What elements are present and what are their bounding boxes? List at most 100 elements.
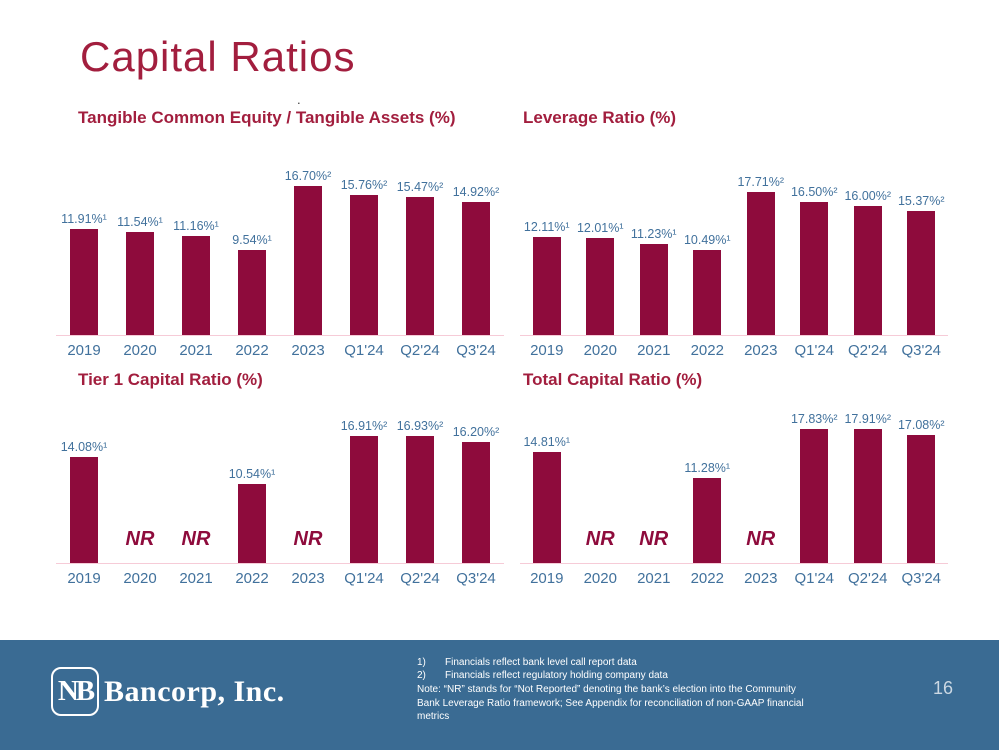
chart-tier1-capital-ratio: Tier 1 Capital Ratio (%) 14.08%¹ NR NR 10.5…	[56, 370, 504, 587]
x-axis-label: 2022	[690, 570, 724, 587]
bar-column: 17.91%²	[841, 412, 895, 563]
bar	[182, 235, 210, 335]
bar-column: 10.54%¹	[224, 467, 280, 563]
nr-label: NR	[585, 528, 615, 550]
bar	[294, 186, 322, 335]
x-axis-label: 2022	[235, 342, 269, 359]
bar	[126, 232, 154, 335]
bar-value-label: 14.08%¹	[60, 440, 108, 455]
bar-value-label: 11.23%¹	[630, 227, 677, 242]
bar-column: NR	[627, 528, 681, 563]
bar-column: NR	[574, 528, 628, 563]
chart-leverage-ratio: Leverage Ratio (%) 12.11%¹ 12.01%¹ 11.23%¹…	[520, 108, 948, 359]
bar-column: 15.76%²	[336, 178, 392, 335]
bar-value-label: 11.28%¹	[684, 461, 731, 476]
page-title: Capital Ratios	[80, 33, 356, 80]
bar-column: 17.71%²	[734, 175, 788, 335]
bar	[70, 229, 98, 335]
bar	[532, 237, 561, 335]
bar	[800, 429, 829, 563]
bar	[693, 478, 722, 563]
bar	[907, 210, 936, 335]
x-axis-label: 2019	[530, 342, 564, 359]
x-axis-label: Q3'24	[901, 570, 942, 587]
bar-column: 16.91%²	[336, 419, 392, 563]
x-axis-label: 2023	[291, 342, 325, 359]
bar-column: 16.70%²	[280, 169, 336, 335]
x-axis-label: 2023	[744, 570, 778, 587]
bar-column: 16.00%²	[841, 189, 895, 335]
bar-value-label: 10.54%¹	[228, 467, 276, 481]
bar-value-label: 12.11%¹	[523, 220, 570, 235]
nb-bancorp-logo: NB Bancorp, Inc.	[51, 667, 285, 716]
bar	[639, 244, 668, 335]
bar	[238, 250, 266, 335]
chart-tangible-common-equity: Tangible Common Equity / Tangible Assets…	[56, 108, 504, 359]
chart-title: Total Capital Ratio (%)	[523, 370, 703, 389]
bar-column: 11.28%¹	[681, 461, 735, 563]
bar-column: 11.91%¹	[56, 212, 112, 335]
bar	[586, 238, 615, 335]
plot-area: 14.81%¹ NR NR 11.28%¹ NR 17.83%² 17.91%² 17.08%…	[520, 398, 948, 564]
bar-column: NR	[734, 528, 788, 563]
x-axis-label: Q1'24	[344, 570, 384, 587]
bar-column: 14.92%²	[448, 185, 504, 335]
x-axis-label: Q3'24	[456, 570, 496, 587]
bar-column: 14.81%¹	[520, 435, 574, 563]
x-axis-label: Q3'24	[456, 342, 496, 359]
x-axis-label: 2023	[744, 342, 778, 359]
footnotes: 1) Financials reflect bank level call re…	[417, 656, 809, 723]
bar-column: 12.01%¹	[574, 221, 628, 335]
bar-value-label: 16.20%²	[452, 424, 500, 439]
bar-value-label: 16.50%²	[790, 184, 838, 199]
bar	[70, 457, 98, 563]
footer-band: NB Bancorp, Inc. 1) Financials reflect b…	[0, 640, 999, 750]
footnote-1: 1) Financials reflect bank level call re…	[417, 657, 637, 668]
bar-column: 16.20%²	[448, 424, 504, 563]
x-axis-label: Q1'24	[794, 342, 835, 359]
bar	[853, 205, 882, 335]
bar-value-label: 12.01%¹	[576, 221, 624, 235]
nr-label: NR	[181, 528, 211, 550]
bar-value-label: 16.70%²	[284, 169, 332, 184]
x-axis: 2019 2020 2021 2022 2023 Q1'24 Q2'24 Q3'24	[56, 342, 504, 359]
bar-column: 16.50%²	[788, 185, 842, 335]
x-axis-label: Q1'24	[794, 570, 835, 587]
bar-value-label: 15.47%²	[396, 180, 444, 195]
bar-value-label: 16.93%²	[396, 419, 444, 433]
x-axis-label: Q2'24	[847, 342, 888, 359]
x-axis-label: 2020	[123, 570, 157, 587]
bar-value-label: 17.91%²	[844, 411, 892, 426]
x-axis: 2019 2020 2021 2022 2023 Q1'24 Q2'24 Q3'24	[520, 342, 948, 359]
bar-value-label: 17.71%²	[737, 174, 785, 189]
chart-title: Tangible Common Equity / Tangible Assets…	[78, 108, 456, 127]
x-axis-label: 2021	[179, 342, 213, 359]
stray-dot: .	[297, 92, 301, 107]
bar-column: 15.37%²	[895, 194, 949, 335]
bar-column: 14.08%¹	[56, 440, 112, 563]
x-axis-label: Q2'24	[400, 342, 440, 359]
x-axis-label: 2019	[67, 342, 101, 359]
bar-value-label: 17.83%²	[790, 412, 838, 427]
chart-total-capital-ratio: Total Capital Ratio (%) 14.81%¹ NR NR 11.28…	[520, 370, 948, 587]
plot-area: 12.11%¹ 12.01%¹ 11.23%¹ 10.49%¹ 17.71%² 16.50…	[520, 136, 948, 336]
x-axis-label: Q3'24	[901, 342, 942, 359]
bar-value-label: 14.92%²	[452, 185, 500, 200]
bar-column: 17.08%²	[895, 418, 949, 563]
x-axis-label: Q1'24	[344, 342, 384, 359]
bar-value-label: 15.37%²	[897, 193, 945, 208]
bar	[406, 436, 434, 563]
bar	[693, 250, 722, 335]
x-axis-label: 2022	[235, 570, 269, 587]
nr-label: NR	[639, 528, 669, 550]
bar-column: 11.54%¹	[112, 215, 168, 335]
chart-title: Tier 1 Capital Ratio (%)	[78, 370, 263, 389]
bar	[462, 202, 490, 335]
footnote-note: Note: “NR” stands for “Not Reported” den…	[417, 684, 804, 722]
plot-area: 11.91%¹ 11.54%¹ 11.16%¹ 9.54%¹ 16.70%² 15.76%…	[56, 136, 504, 336]
bar-value-label: 10.49%¹	[683, 233, 731, 248]
bar	[238, 484, 266, 563]
x-axis-label: 2020	[123, 342, 157, 359]
bar-value-label: 15.76%²	[340, 177, 388, 192]
